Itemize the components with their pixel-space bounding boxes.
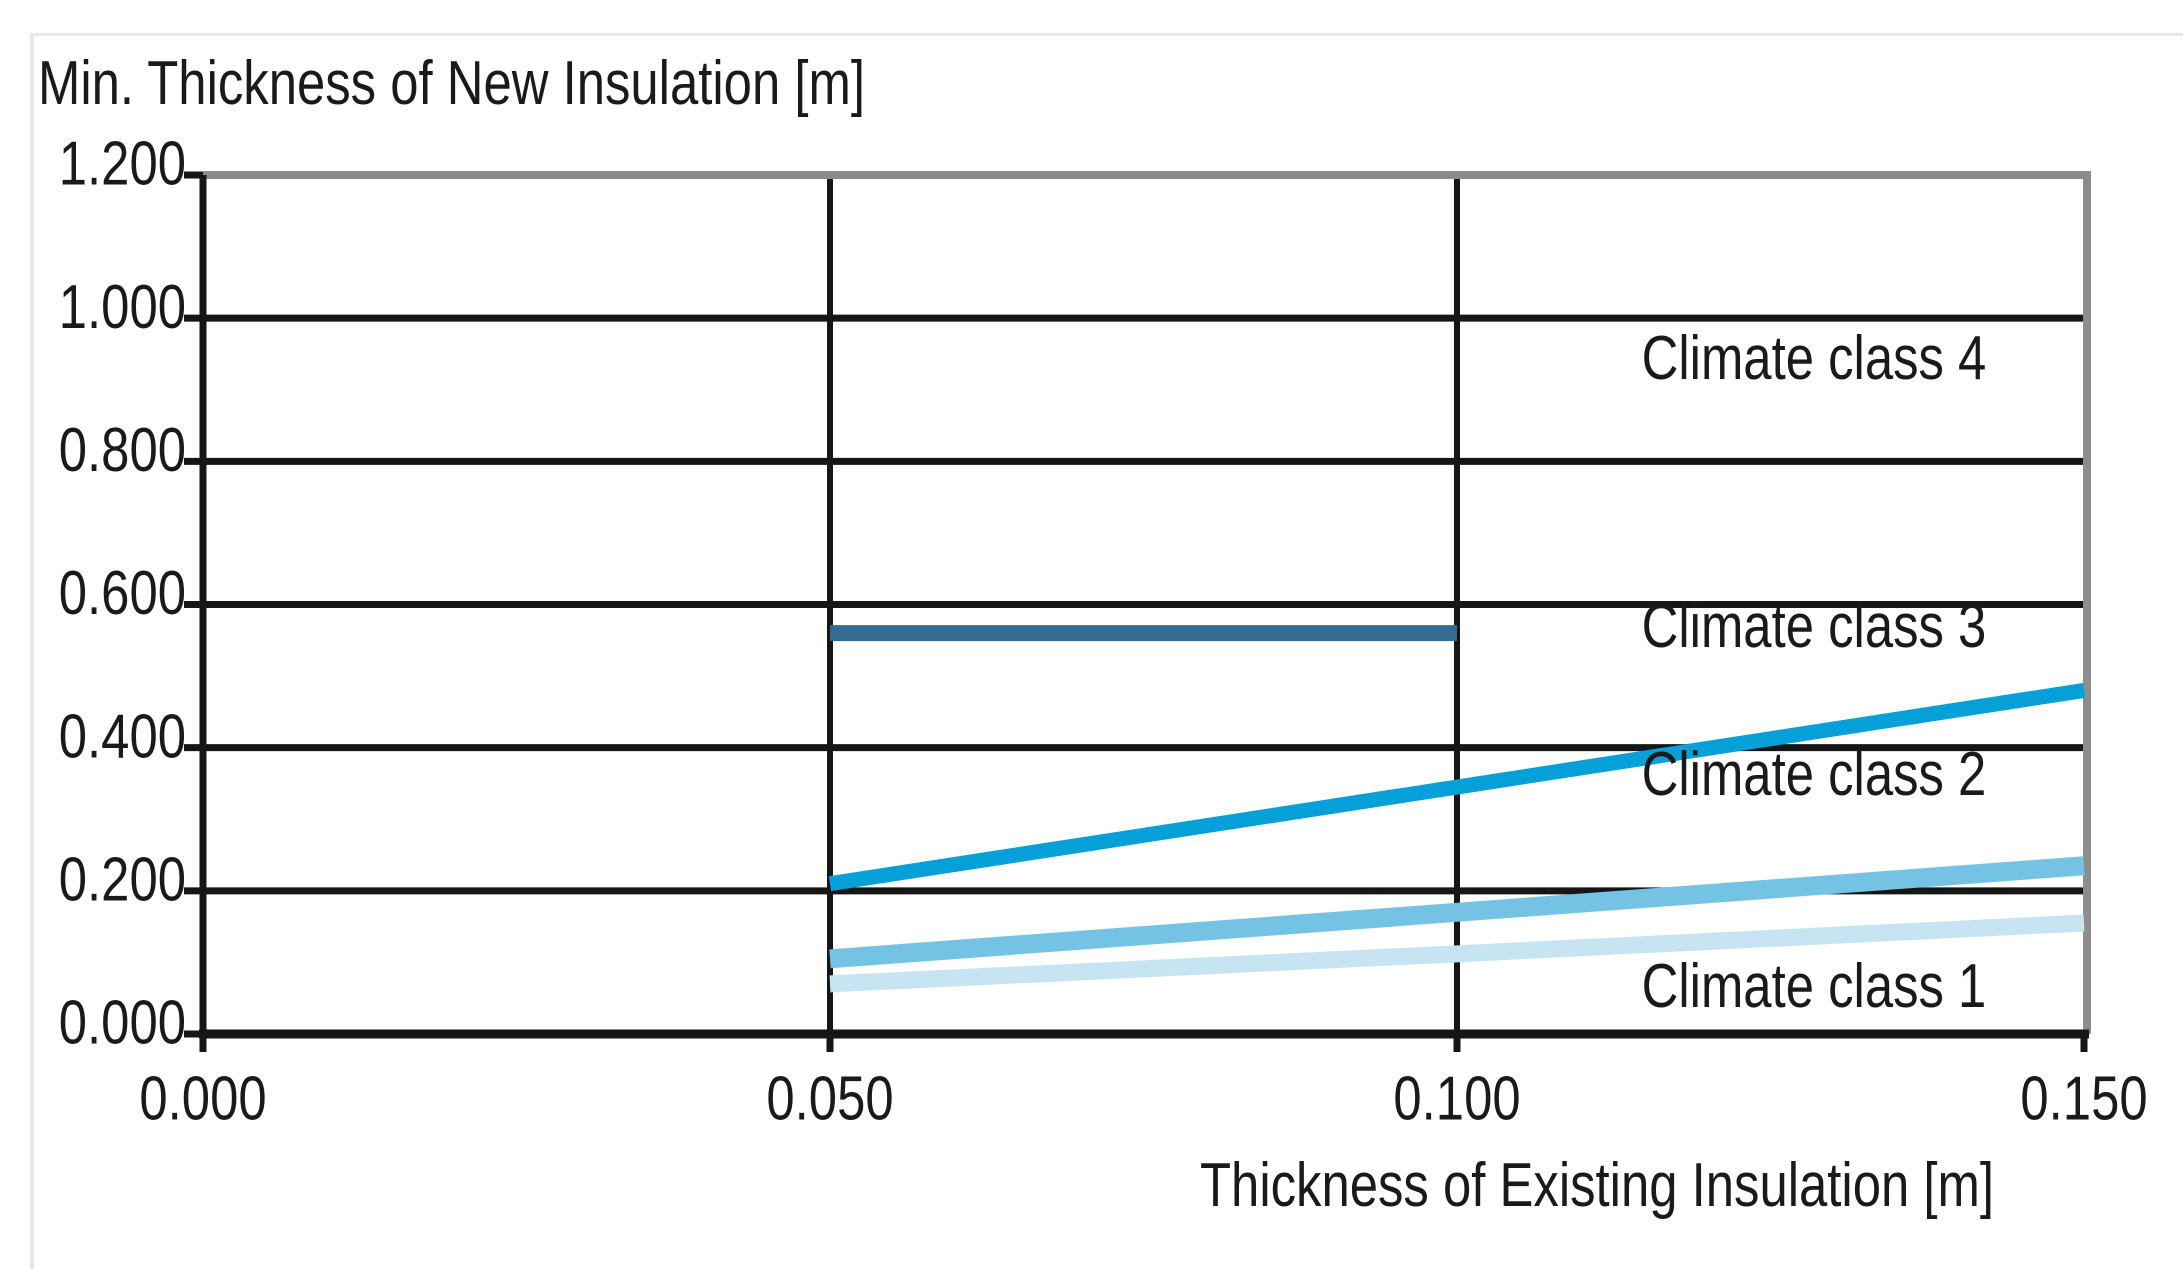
y-tick-label-0.200: 0.200 [59, 846, 186, 915]
x-tick-label-0.150: 0.150 [2020, 1065, 2147, 1134]
series-label-climate-class-3: Climate class 3 [1642, 592, 1987, 662]
y-tick-label-0.800: 0.800 [59, 416, 186, 485]
y-tick-label-1.000: 1.000 [59, 273, 186, 342]
x-axis-title: Thickness of Existing Insulation [m] [1199, 1151, 1995, 1220]
series-label-climate-class-2: Climate class 2 [1642, 739, 1987, 809]
x-tick-label-0.100: 0.100 [1393, 1065, 1520, 1134]
y-tick-label-0.400: 0.400 [59, 703, 186, 772]
series-line-climate-class-2 [829, 856, 2085, 969]
chart-title: Min. Thickness of New Insulation [m] [38, 49, 865, 118]
x-tick-label-0.000: 0.000 [139, 1065, 266, 1134]
series-line-climate-class-3 [828, 682, 2086, 892]
chart-canvas [30, 33, 2183, 1269]
series-label-climate-class-4: Climate class 4 [1642, 323, 1987, 393]
y-tick-label-0.600: 0.600 [59, 560, 186, 629]
y-tick-label-0.000: 0.000 [59, 989, 186, 1058]
y-tick-label-1.200: 1.200 [59, 130, 186, 199]
series-line-climate-class-1 [829, 914, 2085, 993]
series-label-climate-class-1: Climate class 1 [1642, 951, 1987, 1021]
x-tick-label-0.050: 0.050 [766, 1065, 893, 1134]
